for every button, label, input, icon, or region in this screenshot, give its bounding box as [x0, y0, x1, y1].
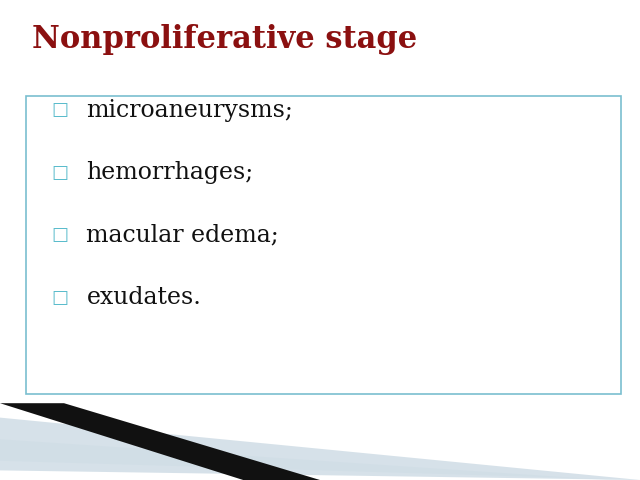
Text: microaneurysms;: microaneurysms;: [86, 99, 293, 122]
Text: □: □: [51, 101, 68, 120]
Text: Nonproliferative stage: Nonproliferative stage: [32, 24, 417, 55]
Text: exudates.: exudates.: [86, 286, 201, 309]
FancyBboxPatch shape: [26, 96, 621, 394]
Text: □: □: [51, 164, 68, 182]
Text: hemorrhages;: hemorrhages;: [86, 161, 253, 184]
Text: □: □: [51, 226, 68, 244]
Polygon shape: [0, 418, 640, 480]
Polygon shape: [0, 439, 640, 480]
Polygon shape: [0, 403, 320, 480]
Text: macular edema;: macular edema;: [86, 224, 279, 247]
Text: □: □: [51, 288, 68, 307]
